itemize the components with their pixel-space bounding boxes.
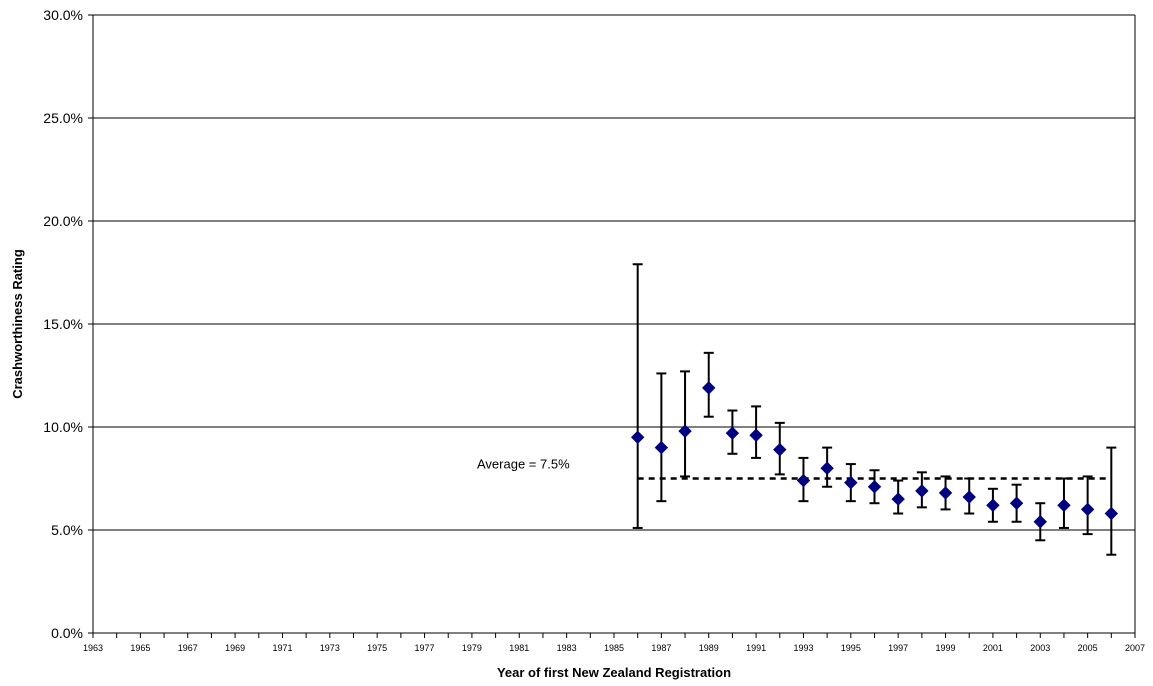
x-tick-label: 1971 <box>272 643 292 653</box>
data-point <box>986 498 1000 512</box>
data-point <box>867 480 882 494</box>
data-point <box>844 475 858 490</box>
x-axis-title: Year of first New Zealand Registration <box>497 665 731 680</box>
x-tick-label: 1989 <box>699 643 719 653</box>
data-point <box>678 424 692 438</box>
axes <box>88 14 1136 638</box>
x-tick-label: 1979 <box>462 643 482 653</box>
x-tick-label: 1963 <box>83 643 103 653</box>
y-tick-label: 30.0% <box>43 7 83 23</box>
data-point <box>1009 496 1024 510</box>
data-point <box>915 484 929 498</box>
data-points <box>630 381 1119 529</box>
x-tick-label: 1975 <box>367 643 387 653</box>
y-tick-labels: 0.0% 5.0% 10.0% 15.0% 20.0% 25.0% 30.0% <box>43 7 83 641</box>
data-point <box>962 490 976 504</box>
x-tick-label: 1987 <box>651 643 671 653</box>
x-tick-label: 1967 <box>178 643 198 653</box>
data-point <box>1033 515 1047 529</box>
x-tick-label: 1977 <box>415 643 435 653</box>
data-point <box>938 486 953 500</box>
gridlines <box>93 14 1135 531</box>
data-point <box>702 381 716 395</box>
x-tick-label: 1985 <box>604 643 624 653</box>
data-point <box>630 430 645 445</box>
average-label: Average = 7.5% <box>477 457 570 472</box>
x-tick-label: 1981 <box>509 643 529 653</box>
y-axis-title: Crashworthiness Rating <box>10 249 25 399</box>
y-tick-label: 25.0% <box>43 110 83 126</box>
data-point <box>1057 498 1071 512</box>
x-tick-label: 1965 <box>130 643 150 653</box>
x-tick-label: 2005 <box>1078 643 1098 653</box>
data-point <box>820 461 834 475</box>
data-point <box>1080 502 1095 517</box>
y-tick-label: 0.0% <box>51 625 83 641</box>
error-bars <box>632 263 1117 556</box>
x-tick-label: 1993 <box>793 643 813 653</box>
y-tick-label: 5.0% <box>51 522 83 538</box>
x-tick-label: 1973 <box>320 643 340 653</box>
y-tick-label: 20.0% <box>43 213 83 229</box>
x-tick-label: 1983 <box>557 643 577 653</box>
data-point <box>1104 506 1119 521</box>
x-tick-label: 1997 <box>888 643 908 653</box>
x-tick-label: 2003 <box>1030 643 1050 653</box>
data-point <box>796 473 811 488</box>
x-tick-label: 1991 <box>746 643 766 653</box>
data-point <box>773 442 787 457</box>
x-tick-label: 1995 <box>841 643 861 653</box>
data-point <box>654 440 669 455</box>
y-tick-label: 10.0% <box>43 419 83 435</box>
x-tick-label: 1969 <box>225 643 245 653</box>
x-tick-labels: 1963 1965 1967 1969 1971 1973 1975 1977 1979 1981… <box>83 643 1145 653</box>
y-tick-label: 15.0% <box>43 316 83 332</box>
data-point <box>725 426 740 440</box>
x-tick-label: 2001 <box>983 643 1003 653</box>
x-tick-label: 1999 <box>936 643 956 653</box>
data-point <box>891 492 905 506</box>
x-tick-label: 2007 <box>1125 643 1145 653</box>
data-point <box>749 428 763 442</box>
